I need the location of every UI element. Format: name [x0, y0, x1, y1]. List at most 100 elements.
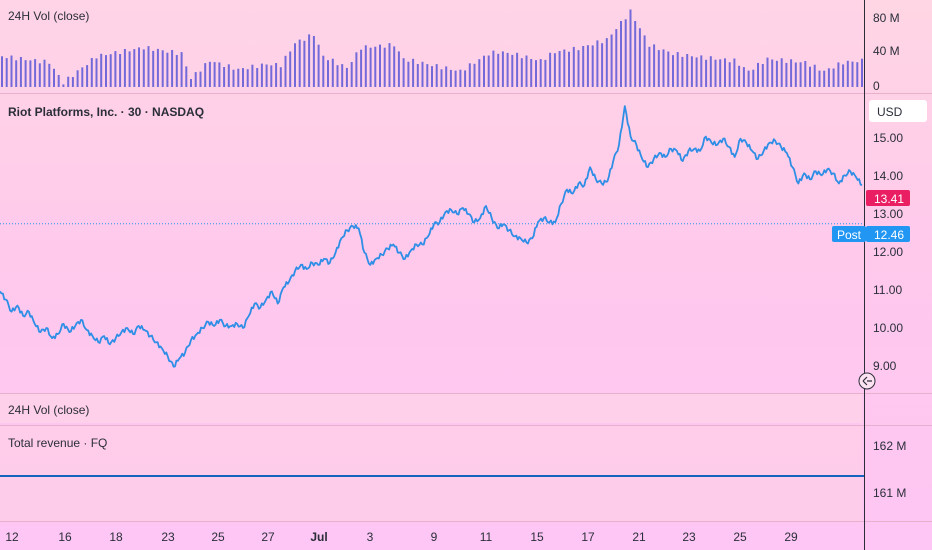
volume-bar [265, 64, 268, 87]
date-label: 27 [261, 530, 275, 544]
volume-bar [634, 21, 637, 87]
volume-bar [629, 9, 632, 87]
volume-bar [582, 46, 585, 87]
volume-bar [275, 63, 278, 87]
volume-bar [1, 56, 3, 87]
volume-bar [76, 70, 79, 87]
volume-bar [809, 66, 811, 87]
volume-bar [152, 50, 155, 87]
volume-bar [345, 67, 348, 87]
top-volume-bars [1, 9, 863, 88]
volume-bar [95, 58, 98, 87]
volume-bar [690, 56, 693, 87]
volume-bar [171, 50, 174, 87]
price-tick-15: 15.00 [873, 131, 903, 145]
volume-bar [742, 67, 745, 87]
price-tick-12: 12.00 [873, 245, 903, 259]
volume-bar [270, 65, 273, 87]
volume-bar [572, 46, 575, 87]
volume-bar [473, 63, 476, 87]
volume-bar [861, 58, 863, 87]
volume-bar [322, 55, 325, 87]
revenue-tick-162: 162 M [873, 439, 906, 453]
volume-bar [232, 69, 235, 87]
volume-bar [757, 62, 759, 87]
date-label: 25 [733, 530, 747, 544]
volume-bar [142, 49, 145, 87]
volume-bar [62, 84, 65, 87]
volume-bar [856, 62, 859, 87]
top-volume-label: 24H Vol (close) [8, 9, 89, 23]
date-label: 12 [5, 530, 19, 544]
top-volume-tick-80: 80 M [873, 11, 900, 25]
volume-bar [156, 48, 159, 87]
volume-bar [714, 59, 717, 87]
volume-bar [516, 52, 519, 87]
volume-bar [667, 51, 670, 87]
volume-bar [190, 79, 192, 87]
volume-bar [180, 52, 183, 87]
volume-bar [842, 64, 845, 87]
revenue-tick-161: 161 M [873, 486, 906, 500]
volume-bar [426, 64, 429, 87]
volume-bar [114, 51, 117, 87]
volume-bar [279, 67, 282, 87]
volume-bar [421, 61, 424, 87]
volume-bar [312, 36, 315, 87]
volume-bar [553, 53, 556, 87]
volume-bar [724, 58, 726, 87]
currency-box[interactable] [869, 100, 927, 122]
volume-bar [790, 59, 793, 87]
volume-bar [832, 68, 835, 87]
date-label: 9 [431, 530, 438, 544]
volume-bar [185, 66, 188, 87]
volume-bar [563, 49, 566, 87]
volume-bar [747, 70, 750, 87]
volume-bar [813, 64, 816, 87]
volume-bar [374, 46, 377, 87]
date-label: 11 [480, 530, 493, 544]
volume-bar [402, 58, 405, 87]
price-series-line [0, 105, 863, 368]
volume-bar [525, 55, 528, 87]
volume-bar [57, 75, 60, 87]
date-label: 18 [109, 530, 123, 544]
price-tick-9: 9.00 [873, 359, 897, 373]
volume-bar [123, 49, 126, 87]
top-volume-tick-0: 0 [873, 79, 880, 93]
volume-bar [558, 51, 561, 87]
volume-bar [71, 77, 74, 87]
volume-bar [298, 39, 301, 87]
volume-bar [705, 59, 708, 87]
volume-bar [138, 47, 140, 87]
volume-bar [294, 43, 296, 87]
volume-bar [86, 65, 89, 87]
volume-bar [218, 62, 221, 87]
volume-bar [227, 64, 230, 87]
volume-bar [360, 49, 363, 87]
volume-bar [407, 61, 410, 87]
date-label: 21 [632, 530, 646, 544]
volume-bar [175, 55, 178, 87]
volume-bar [242, 68, 244, 87]
time-axis: 12 16 18 23 25 27 Jul 3 9 11 15 17 21 23 25 29 [5, 530, 798, 544]
symbol-title: Riot Platforms, Inc. · 30 · NASDAQ [8, 105, 204, 119]
volume-bar [223, 67, 226, 87]
volume-bar [364, 45, 367, 87]
volume-bar [327, 60, 329, 87]
volume-bar [213, 62, 216, 87]
volume-bar [133, 49, 136, 87]
scroll-to-realtime-icon[interactable] [858, 372, 876, 390]
volume-bar [119, 54, 122, 87]
volume-bar [535, 60, 537, 87]
volume-bar [539, 59, 542, 87]
volume-bar [738, 65, 741, 87]
volume-bar [827, 68, 830, 87]
date-label: 29 [784, 530, 798, 544]
volume-bar [733, 58, 736, 87]
volume-bar [653, 44, 656, 87]
volume-bar [837, 62, 840, 87]
volume-bar [766, 57, 769, 87]
volume-bar [416, 64, 419, 87]
volume-bar [445, 66, 448, 87]
